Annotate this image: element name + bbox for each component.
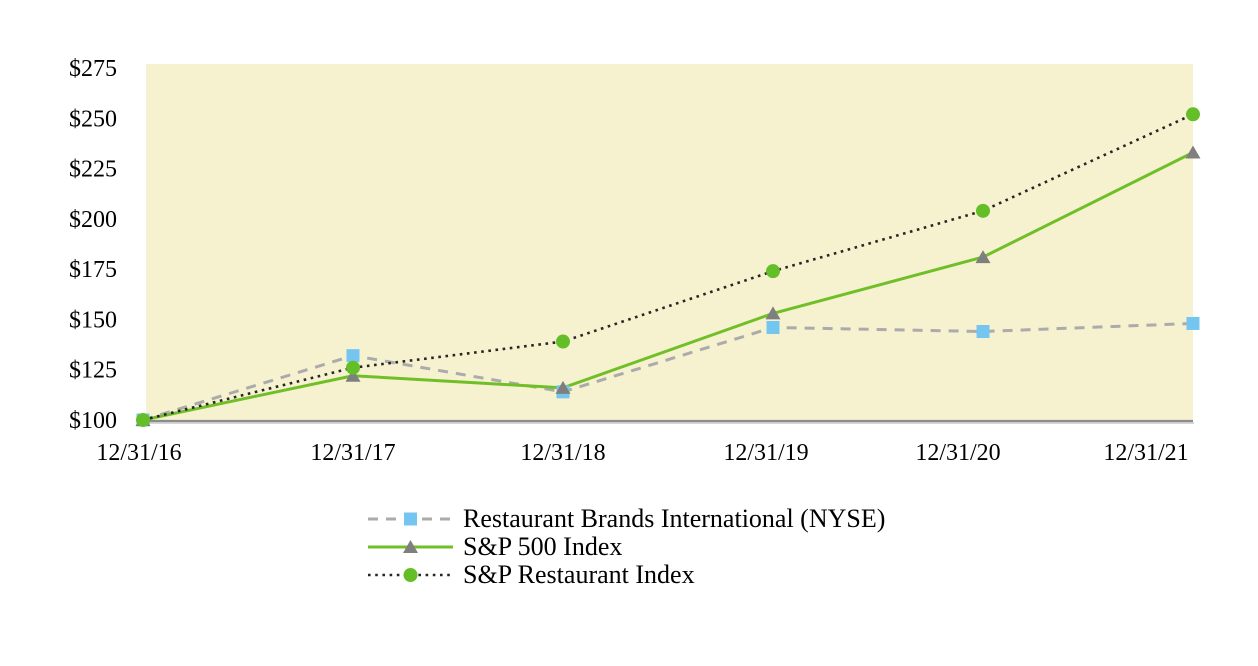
x-axis-label: 12/31/21 bbox=[1103, 440, 1188, 466]
series-0-marker-square bbox=[976, 325, 990, 339]
series-2-marker-circle bbox=[136, 413, 150, 427]
series-line-0 bbox=[142, 321, 1194, 422]
legend-item-restaurant-brands: Restaurant Brands International (NYSE) bbox=[368, 505, 885, 533]
series-1-marker-triangle bbox=[555, 380, 571, 394]
series-2-marker-circle bbox=[346, 360, 360, 375]
y-axis-label: $200 bbox=[69, 207, 117, 233]
plot-area bbox=[146, 64, 1193, 420]
legend-item-sp-restaurant: S&P Restaurant Index bbox=[368, 561, 885, 589]
series-1-marker-triangle bbox=[975, 250, 991, 264]
legend-item-sp500: S&P 500 Index bbox=[368, 533, 885, 561]
series-2-marker-circle bbox=[556, 334, 570, 349]
series-line-1 bbox=[142, 151, 1194, 422]
series-1-marker-triangle bbox=[765, 306, 781, 320]
legend-label-restaurant-brands: Restaurant Brands International (NYSE) bbox=[463, 504, 886, 533]
x-axis-label: 12/31/20 bbox=[915, 440, 1000, 466]
series-2-marker-circle bbox=[766, 264, 780, 279]
y-axis-label: $125 bbox=[69, 358, 117, 384]
legend-label-sp500: S&P 500 Index bbox=[463, 532, 623, 561]
legend-marker-square bbox=[404, 512, 417, 526]
y-axis-label: $100 bbox=[69, 408, 117, 434]
y-axis-label: $225 bbox=[69, 157, 117, 183]
series-1-marker-triangle bbox=[1185, 145, 1201, 159]
x-axis-label: 12/31/19 bbox=[723, 440, 808, 466]
legend-marker-triangle bbox=[403, 540, 418, 553]
series-1-marker-triangle bbox=[345, 368, 361, 382]
legend-marker-circle bbox=[403, 568, 418, 582]
x-axis-label: 12/31/18 bbox=[520, 440, 605, 466]
y-axis-label: $275 bbox=[69, 56, 117, 82]
y-axis-label: $150 bbox=[69, 307, 117, 333]
chart-legend: Restaurant Brands International (NYSE) S… bbox=[368, 505, 885, 589]
y-axis-label: $250 bbox=[69, 106, 117, 132]
legend-swatch-solid-triangle-icon bbox=[368, 540, 453, 553]
legend-swatch-dashed-square-icon bbox=[368, 512, 453, 526]
series-0-marker-square bbox=[766, 320, 780, 334]
legend-swatch-dotted-circle-icon bbox=[368, 568, 453, 582]
x-axis-label: 12/31/17 bbox=[310, 440, 395, 466]
series-2-marker-circle bbox=[1186, 107, 1200, 122]
y-axis-label: $175 bbox=[69, 257, 117, 283]
legend-label-sp-restaurant: S&P Restaurant Index bbox=[463, 560, 695, 589]
series-line-2 bbox=[142, 113, 1194, 422]
series-0-marker-square bbox=[346, 349, 360, 363]
series-0-marker-square bbox=[1186, 316, 1200, 330]
series-2-marker-circle bbox=[976, 203, 990, 218]
x-axis-label: 12/31/16 bbox=[96, 440, 181, 466]
